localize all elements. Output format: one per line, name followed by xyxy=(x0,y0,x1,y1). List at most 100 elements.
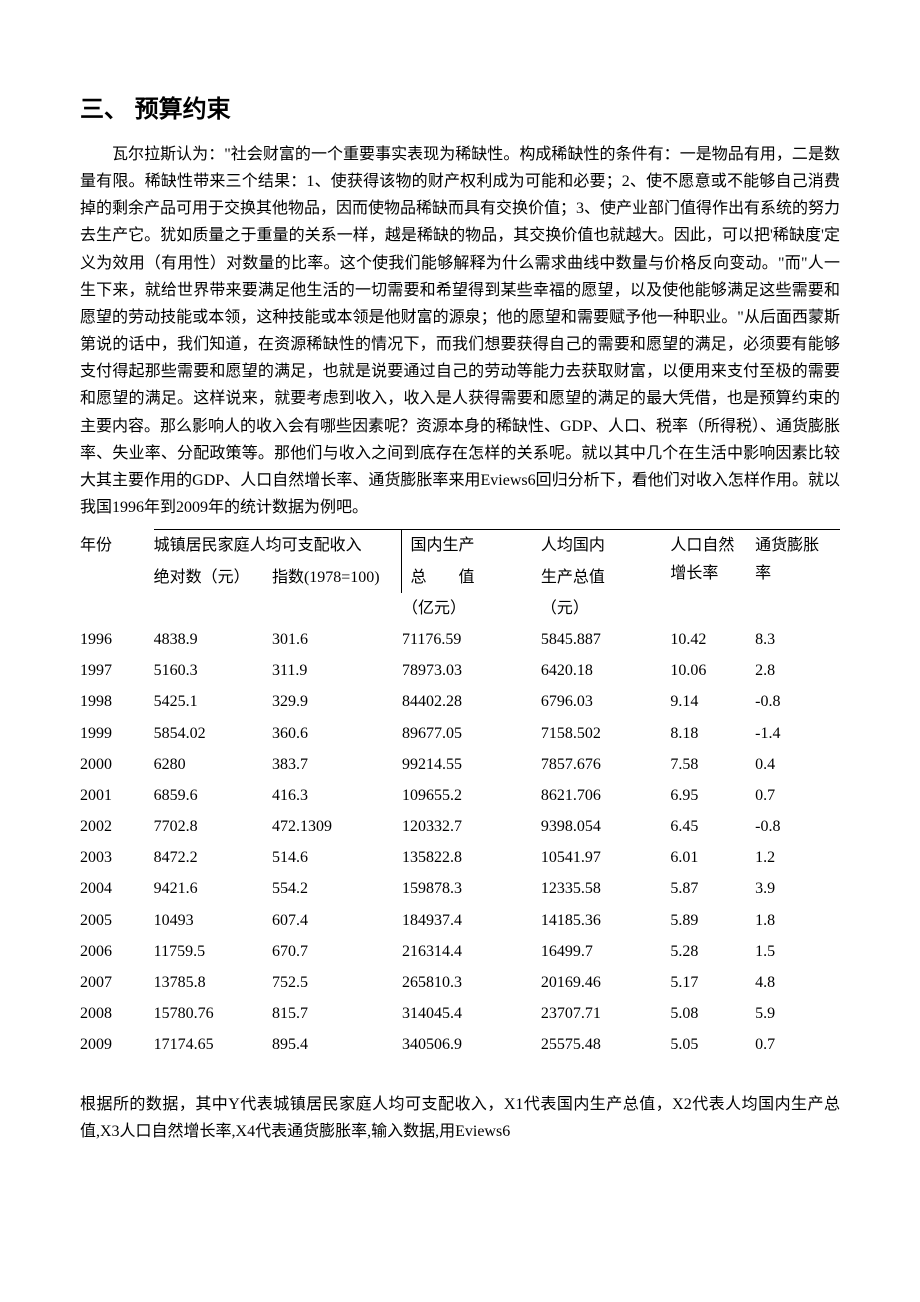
table-row: 20049421.6554.2159878.312335.585.873.9 xyxy=(80,873,840,904)
cell-gdp: 99214.55 xyxy=(402,749,541,780)
cell-ngr: 5.08 xyxy=(670,998,755,1029)
cell-inf: 1.5 xyxy=(755,936,840,967)
cell-idx: 329.9 xyxy=(272,686,402,717)
cell-pgdp: 10541.97 xyxy=(541,842,670,873)
th-inf: 通货膨胀率 xyxy=(755,530,840,624)
th-gdp-unit: （亿元） xyxy=(402,593,541,624)
cell-idx: 383.7 xyxy=(272,749,402,780)
th-gdp-mid: 总 值 xyxy=(402,562,541,593)
cell-abs: 11759.5 xyxy=(154,936,272,967)
cell-pgdp: 6796.03 xyxy=(541,686,670,717)
cell-year: 1997 xyxy=(80,655,154,686)
cell-idx: 752.5 xyxy=(272,967,402,998)
table-row: 20038472.2514.6135822.810541.976.011.2 xyxy=(80,842,840,873)
cell-inf: -0.8 xyxy=(755,686,840,717)
cell-gdp: 84402.28 xyxy=(402,686,541,717)
cell-year: 2001 xyxy=(80,780,154,811)
footnote: 根据所的数据，其中Y代表城镇居民家庭人均可支配收入，X1代表国内生产总值，X2代… xyxy=(80,1091,840,1145)
cell-idx: 301.6 xyxy=(272,624,402,655)
cell-year: 2005 xyxy=(80,905,154,936)
cell-idx: 815.7 xyxy=(272,998,402,1029)
cell-ngr: 10.06 xyxy=(670,655,755,686)
cell-pgdp: 7857.676 xyxy=(541,749,670,780)
cell-year: 2009 xyxy=(80,1029,154,1060)
cell-abs: 10493 xyxy=(154,905,272,936)
cell-ngr: 5.89 xyxy=(670,905,755,936)
cell-pgdp: 7158.502 xyxy=(541,718,670,749)
cell-gdp: 314045.4 xyxy=(402,998,541,1029)
cell-pgdp: 9398.054 xyxy=(541,811,670,842)
th-abs: 绝对数（元） xyxy=(154,562,272,624)
cell-year: 2004 xyxy=(80,873,154,904)
cell-abs: 6859.6 xyxy=(154,780,272,811)
cell-idx: 607.4 xyxy=(272,905,402,936)
cell-year: 2007 xyxy=(80,967,154,998)
cell-abs: 9421.6 xyxy=(154,873,272,904)
cell-idx: 472.1309 xyxy=(272,811,402,842)
cell-inf: -1.4 xyxy=(755,718,840,749)
table-row: 200713785.8752.5265810.320169.465.174.8 xyxy=(80,967,840,998)
cell-year: 2003 xyxy=(80,842,154,873)
cell-pgdp: 23707.71 xyxy=(541,998,670,1029)
cell-inf: 4.8 xyxy=(755,967,840,998)
table-row: 19985425.1329.984402.286796.039.14-0.8 xyxy=(80,686,840,717)
cell-pgdp: 16499.7 xyxy=(541,936,670,967)
table-row: 200510493607.4184937.414185.365.891.8 xyxy=(80,905,840,936)
cell-ngr: 10.42 xyxy=(670,624,755,655)
cell-idx: 554.2 xyxy=(272,873,402,904)
cell-gdp: 120332.7 xyxy=(402,811,541,842)
th-pgdp-top: 人均国内 xyxy=(541,530,670,562)
table-row: 19995854.02360.689677.057158.5028.18-1.4 xyxy=(80,718,840,749)
cell-pgdp: 6420.18 xyxy=(541,655,670,686)
cell-gdp: 216314.4 xyxy=(402,936,541,967)
cell-ngr: 9.14 xyxy=(670,686,755,717)
cell-inf: 2.8 xyxy=(755,655,840,686)
cell-ngr: 5.87 xyxy=(670,873,755,904)
table-row: 20027702.8472.1309120332.79398.0546.45-0… xyxy=(80,811,840,842)
cell-idx: 514.6 xyxy=(272,842,402,873)
th-ngr: 人口自然增长率 xyxy=(670,530,755,624)
table-row: 200815780.76815.7314045.423707.715.085.9 xyxy=(80,998,840,1029)
table-row: 20006280383.799214.557857.6767.580.4 xyxy=(80,749,840,780)
th-idx: 指数(1978=100) xyxy=(272,562,402,624)
cell-gdp: 135822.8 xyxy=(402,842,541,873)
cell-inf: 5.9 xyxy=(755,998,840,1029)
cell-gdp: 109655.2 xyxy=(402,780,541,811)
cell-abs: 6280 xyxy=(154,749,272,780)
th-year: 年份 xyxy=(80,530,154,624)
cell-abs: 8472.2 xyxy=(154,842,272,873)
cell-idx: 311.9 xyxy=(272,655,402,686)
cell-ngr: 5.05 xyxy=(670,1029,755,1060)
table-row: 20016859.6416.3109655.28621.7066.950.7 xyxy=(80,780,840,811)
cell-pgdp: 8621.706 xyxy=(541,780,670,811)
table-row: 200917174.65895.4340506.925575.485.050.7 xyxy=(80,1029,840,1060)
cell-abs: 5854.02 xyxy=(154,718,272,749)
cell-abs: 5425.1 xyxy=(154,686,272,717)
cell-year: 1996 xyxy=(80,624,154,655)
cell-ngr: 5.17 xyxy=(670,967,755,998)
cell-abs: 15780.76 xyxy=(154,998,272,1029)
cell-pgdp: 5845.887 xyxy=(541,624,670,655)
table-row: 19964838.9301.671176.595845.88710.428.3 xyxy=(80,624,840,655)
cell-inf: 0.4 xyxy=(755,749,840,780)
cell-pgdp: 14185.36 xyxy=(541,905,670,936)
cell-ngr: 8.18 xyxy=(670,718,755,749)
cell-ngr: 6.01 xyxy=(670,842,755,873)
cell-ngr: 5.28 xyxy=(670,936,755,967)
cell-ngr: 6.95 xyxy=(670,780,755,811)
th-pgdp-unit: （元） xyxy=(541,593,670,624)
cell-gdp: 340506.9 xyxy=(402,1029,541,1060)
cell-ngr: 6.45 xyxy=(670,811,755,842)
cell-pgdp: 25575.48 xyxy=(541,1029,670,1060)
cell-abs: 5160.3 xyxy=(154,655,272,686)
table-row: 19975160.3311.978973.036420.1810.062.8 xyxy=(80,655,840,686)
cell-abs: 13785.8 xyxy=(154,967,272,998)
cell-inf: -0.8 xyxy=(755,811,840,842)
cell-inf: 1.8 xyxy=(755,905,840,936)
th-pgdp-mid: 生产总值 xyxy=(541,562,670,593)
cell-inf: 8.3 xyxy=(755,624,840,655)
cell-inf: 0.7 xyxy=(755,1029,840,1060)
cell-idx: 416.3 xyxy=(272,780,402,811)
cell-year: 1999 xyxy=(80,718,154,749)
cell-year: 2000 xyxy=(80,749,154,780)
